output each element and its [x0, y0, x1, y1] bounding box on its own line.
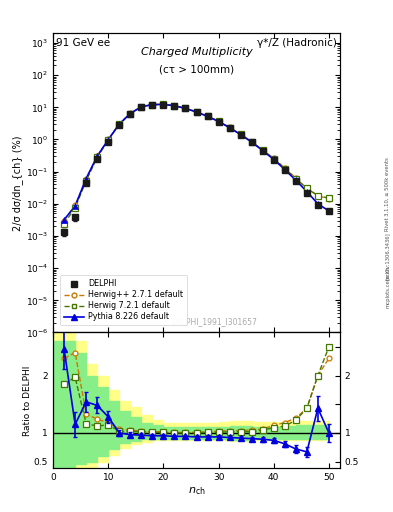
- Y-axis label: Ratio to DELPHI: Ratio to DELPHI: [24, 365, 33, 436]
- Text: [arXiv:1306.3436]: [arXiv:1306.3436]: [385, 232, 390, 280]
- Text: γ*/Z (Hadronic): γ*/Z (Hadronic): [257, 38, 337, 48]
- Text: mcplots.cern.ch: mcplots.cern.ch: [385, 266, 390, 308]
- Text: (cτ > 100mm): (cτ > 100mm): [159, 65, 234, 75]
- Text: Rivet 3.1.10, ≥ 500k events: Rivet 3.1.10, ≥ 500k events: [385, 158, 390, 231]
- Text: Charged Multiplicity: Charged Multiplicity: [141, 47, 252, 57]
- Text: 91 GeV ee: 91 GeV ee: [56, 38, 110, 48]
- X-axis label: $n_\mathregular{ch}$: $n_\mathregular{ch}$: [187, 485, 206, 497]
- Legend: DELPHI, Herwig++ 2.7.1 default, Herwig 7.2.1 default, Pythia 8.226 default: DELPHI, Herwig++ 2.7.1 default, Herwig 7…: [60, 275, 187, 326]
- Text: DELPHI_1991_I301657: DELPHI_1991_I301657: [171, 317, 257, 327]
- Y-axis label: 2/σ dσ/dn_{ch} (%): 2/σ dσ/dn_{ch} (%): [12, 135, 23, 230]
